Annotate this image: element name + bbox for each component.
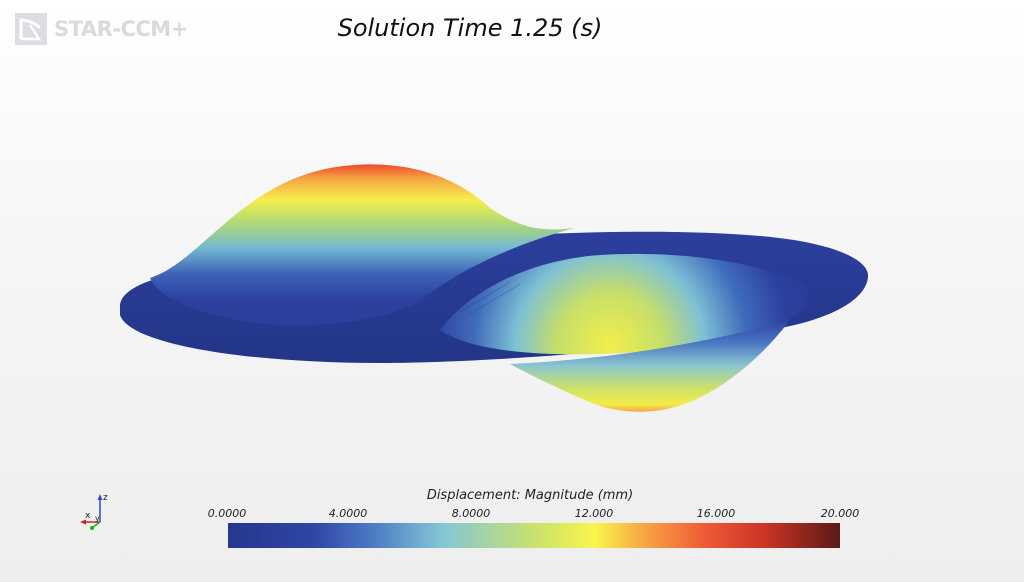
x-axis-arrow-icon — [80, 519, 86, 525]
legend-colorbar — [228, 523, 840, 548]
legend-tick-0: 0.0000 — [207, 507, 247, 520]
legend-tick-2: 8.0000 — [451, 507, 491, 520]
legend-tick-3: 12.000 — [574, 507, 614, 520]
solution-time-title: Solution Time 1.25 (s) — [337, 14, 603, 42]
y-axis-label: y — [95, 514, 100, 523]
z-axis-label: z — [103, 493, 108, 503]
legend-title: Displacement: Magnitude (mm) — [426, 488, 634, 503]
y-axis-dot-icon — [90, 526, 94, 530]
legend-tick-5: 20.000 — [820, 507, 860, 520]
surface-bowl — [440, 253, 809, 355]
star-ccm-logo: STAR-CCM+ — [14, 12, 188, 46]
legend-tick-1: 4.0000 — [328, 507, 368, 520]
axis-triad: z x y — [80, 493, 108, 530]
logo-text: STAR-CCM+ — [54, 17, 188, 41]
surface-hump — [150, 164, 575, 326]
legend-tick-4: 16.000 — [696, 507, 736, 520]
z-axis-arrow-icon — [97, 494, 103, 500]
logo-mark-icon — [15, 13, 47, 45]
displacement-surface-view[interactable] — [0, 0, 1024, 480]
surface-bowl-underside — [510, 320, 790, 412]
x-axis-label: x — [85, 511, 91, 521]
y-axis-line — [92, 521, 101, 528]
surface-shading-lines — [419, 267, 521, 315]
